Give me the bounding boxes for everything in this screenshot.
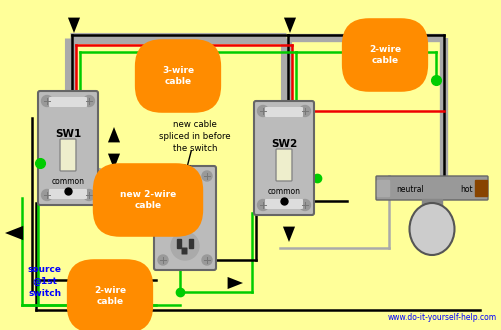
Circle shape — [83, 95, 94, 107]
Text: neutral: neutral — [395, 184, 423, 193]
Circle shape — [42, 95, 53, 107]
Text: 3-wire
cable: 3-wire cable — [162, 66, 194, 86]
Bar — [188, 239, 192, 248]
Circle shape — [257, 106, 268, 116]
Polygon shape — [108, 127, 120, 143]
Text: common: common — [52, 177, 84, 185]
FancyBboxPatch shape — [60, 139, 76, 171]
FancyBboxPatch shape — [254, 101, 313, 215]
Circle shape — [299, 106, 310, 116]
Text: 2-wire
cable: 2-wire cable — [94, 286, 126, 306]
FancyBboxPatch shape — [375, 176, 487, 200]
Circle shape — [201, 255, 211, 265]
Text: SW1: SW1 — [55, 129, 81, 139]
Bar — [177, 189, 181, 198]
FancyBboxPatch shape — [181, 197, 187, 205]
FancyBboxPatch shape — [49, 97, 87, 107]
FancyBboxPatch shape — [276, 149, 292, 181]
Circle shape — [42, 189, 53, 201]
Circle shape — [257, 200, 268, 211]
Circle shape — [158, 171, 168, 181]
Bar — [474, 180, 486, 196]
Circle shape — [158, 255, 168, 265]
Circle shape — [171, 232, 198, 260]
Circle shape — [171, 182, 198, 210]
Circle shape — [83, 189, 94, 201]
FancyBboxPatch shape — [265, 199, 303, 209]
Text: new: new — [173, 193, 196, 203]
FancyBboxPatch shape — [49, 189, 87, 199]
FancyBboxPatch shape — [38, 91, 98, 205]
FancyBboxPatch shape — [154, 166, 215, 270]
FancyBboxPatch shape — [181, 248, 187, 254]
Polygon shape — [284, 17, 296, 33]
FancyBboxPatch shape — [265, 107, 303, 117]
Circle shape — [201, 171, 211, 181]
Text: source
@1st
switch: source @1st switch — [28, 265, 62, 298]
Text: common: common — [267, 186, 300, 195]
Polygon shape — [68, 17, 80, 33]
Text: SW2: SW2 — [271, 139, 297, 149]
Polygon shape — [227, 277, 242, 289]
Bar — [171, 192, 198, 204]
Text: 2-wire
cable: 2-wire cable — [368, 45, 400, 65]
Bar — [421, 199, 441, 211]
Text: hot: hot — [460, 184, 472, 193]
Polygon shape — [283, 227, 295, 242]
Ellipse shape — [409, 203, 453, 255]
Bar — [188, 189, 192, 198]
Text: www.do-it-yourself-help.com: www.do-it-yourself-help.com — [387, 313, 496, 322]
Polygon shape — [5, 226, 23, 240]
Text: new 2-wire
cable: new 2-wire cable — [120, 190, 176, 210]
Bar — [177, 239, 181, 248]
Text: new cable
spliced in before
the switch: new cable spliced in before the switch — [159, 120, 230, 152]
Polygon shape — [108, 153, 120, 169]
Bar — [376, 180, 388, 196]
Circle shape — [299, 200, 310, 211]
